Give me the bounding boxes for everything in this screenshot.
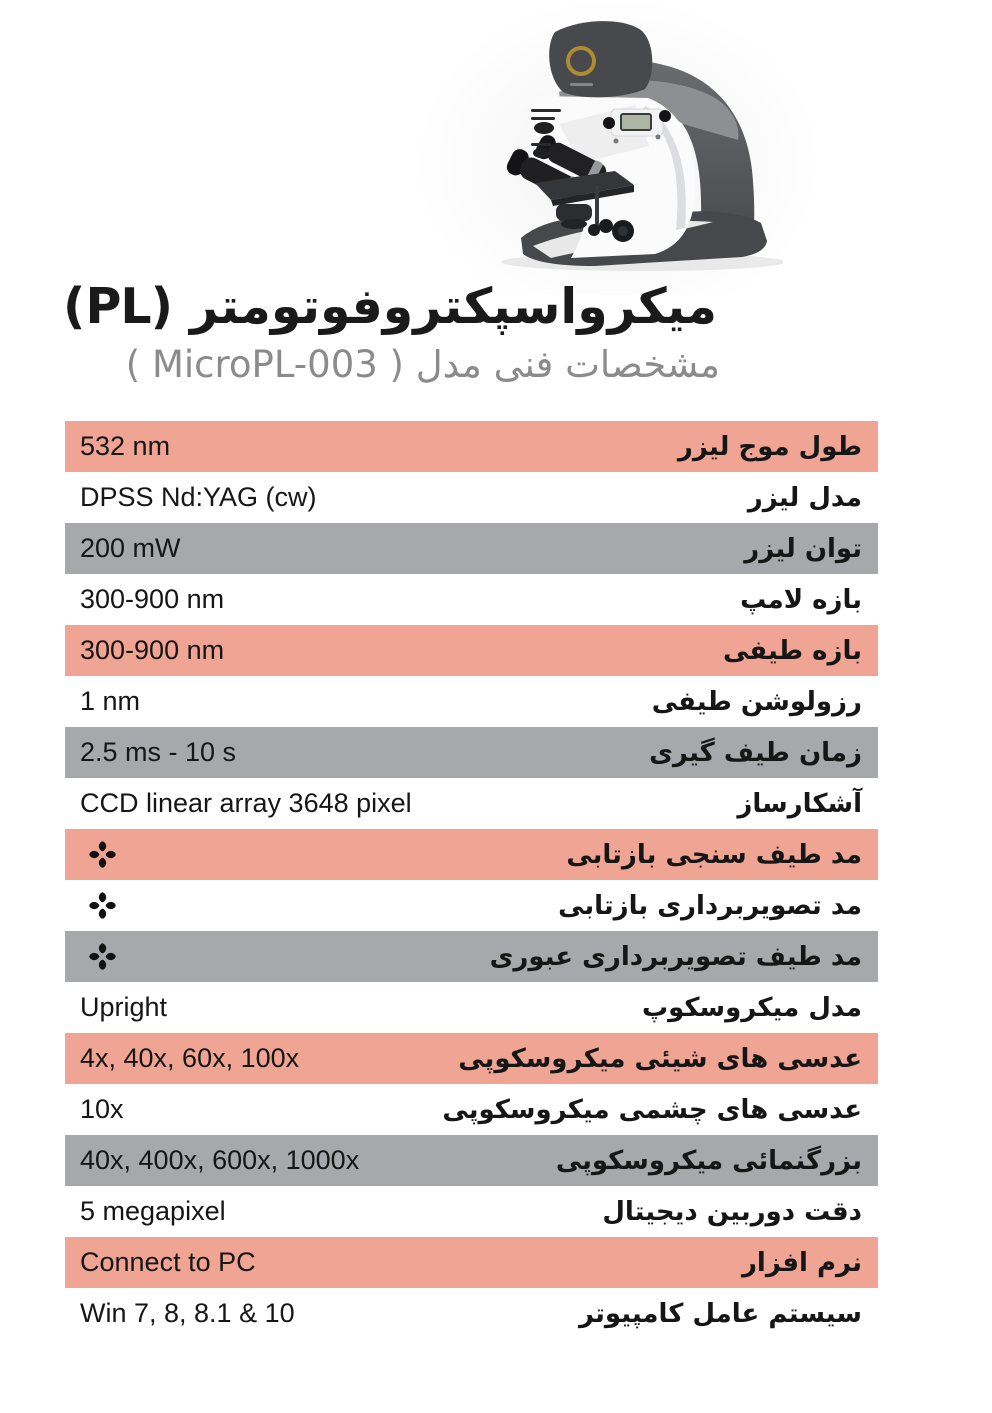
mode-check-icon (65, 941, 118, 972)
spec-row: مد تصویربرداری بازتابی (65, 880, 878, 931)
page-subtitle: مشخصات فنی مدل ( MicroPL-003 ) (125, 343, 720, 386)
mode-check-icon (65, 839, 118, 870)
stage-knobs (599, 219, 634, 242)
stage (535, 171, 634, 236)
spec-row: 2.5 ms - 10 s زمان طیف گیری (65, 727, 878, 778)
spec-label: سیستم عامل کامپیوتر (578, 1298, 862, 1329)
spec-value: 4x, 40x, 60x, 100x (80, 1043, 300, 1073)
brand-text-mark (570, 83, 593, 86)
spec-row: 532 nm طول موج لیزر (65, 421, 878, 472)
spec-table: 532 nm طول موج لیزر DPSS Nd:YAG (cw) مدل… (65, 421, 878, 1339)
logo-ring-icon (566, 46, 596, 76)
spec-value: 300-900 nm (80, 584, 225, 614)
microscope-image (501, 21, 785, 271)
spec-row: مد طیف تصویربرداری عبوری (65, 931, 878, 982)
spec-label: بزرگنمائی میکروسکوپی (555, 1145, 862, 1176)
spec-row: 1 nm رزولوشن طیفی (65, 676, 878, 727)
spec-row: 300-900 nm بازه لامپ (65, 574, 878, 625)
spec-label: مد طیف سنجی بازتابی (566, 839, 862, 870)
spec-row: Connect to PC نرم افزار (65, 1237, 878, 1288)
lcd-panel (603, 108, 671, 144)
mode-check-icon (65, 890, 118, 921)
spec-row: 40x, 400x, 600x, 1000x بزرگنمائی میکروسک… (65, 1135, 878, 1186)
spec-row: Upright مدل میکروسکوپ (65, 982, 878, 1033)
spec-label: توان لیزر (744, 533, 862, 564)
spec-row: مد طیف سنجی بازتابی (65, 829, 878, 880)
spec-label: دقت دوربین دیجیتال (602, 1196, 862, 1227)
spec-label: بازه لامپ (740, 584, 862, 615)
spec-row: 10x عدسی های چشمی میکروسکوپی (65, 1084, 878, 1135)
spec-label: زمان طیف گیری (649, 737, 862, 768)
spec-value: 10x (80, 1094, 124, 1124)
spec-label: آشکارساز (737, 788, 862, 819)
spec-value: 532 nm (80, 431, 171, 461)
spec-label: طول موج لیزر (677, 431, 862, 462)
spec-label: مد طیف تصویربرداری عبوری (489, 941, 862, 972)
spec-label: عدسی های شیئی میکروسکوپی (458, 1043, 862, 1074)
spec-label: مدل میکروسکوپ (641, 992, 862, 1023)
spec-value: 40x, 400x, 600x, 1000x (80, 1145, 360, 1175)
spec-label: نرم افزار (741, 1247, 862, 1278)
spec-value: 1 nm (80, 686, 141, 716)
spec-value: Upright (80, 992, 168, 1022)
spec-value: 2.5 ms - 10 s (80, 737, 237, 767)
spec-value: 5 megapixel (80, 1196, 226, 1226)
spec-row: 300-900 nm بازه طیفی (65, 625, 878, 676)
spec-value: DPSS Nd:YAG (cw) (80, 482, 317, 512)
spec-row: CCD linear array 3648 pixel آشکارساز (65, 778, 878, 829)
spec-row: 4x, 40x, 60x, 100x عدسی های شیئی میکروسک… (65, 1033, 878, 1084)
focus-controls (531, 109, 561, 158)
microscope-head (549, 21, 653, 98)
spec-value: Connect to PC (80, 1247, 256, 1277)
spec-row: 5 megapixel دقت دوربین دیجیتال (65, 1186, 878, 1237)
spec-label: عدسی های چشمی میکروسکوپی (442, 1094, 862, 1125)
page-title: میکرواسپکتروفوتومتر (PL) (63, 278, 718, 335)
spec-label: مدل لیزر (747, 482, 862, 513)
spec-row: Win 7, 8, 8.1 & 10 سیستم عامل کامپیوتر (65, 1288, 878, 1339)
spec-label: مد تصویربرداری بازتابی (558, 890, 862, 921)
spec-label: بازه طیفی (722, 635, 862, 666)
spec-value: CCD linear array 3648 pixel (80, 788, 412, 818)
spec-value: 300-900 nm (80, 635, 225, 665)
spec-value: Win 7, 8, 8.1 & 10 (80, 1298, 295, 1328)
microscope-illustration (443, 6, 785, 274)
spec-value: 200 mW (80, 533, 181, 563)
spec-row: 200 mW توان لیزر (65, 523, 878, 574)
spec-label: رزولوشن طیفی (651, 686, 862, 717)
spec-row: DPSS Nd:YAG (cw) مدل لیزر (65, 472, 878, 523)
